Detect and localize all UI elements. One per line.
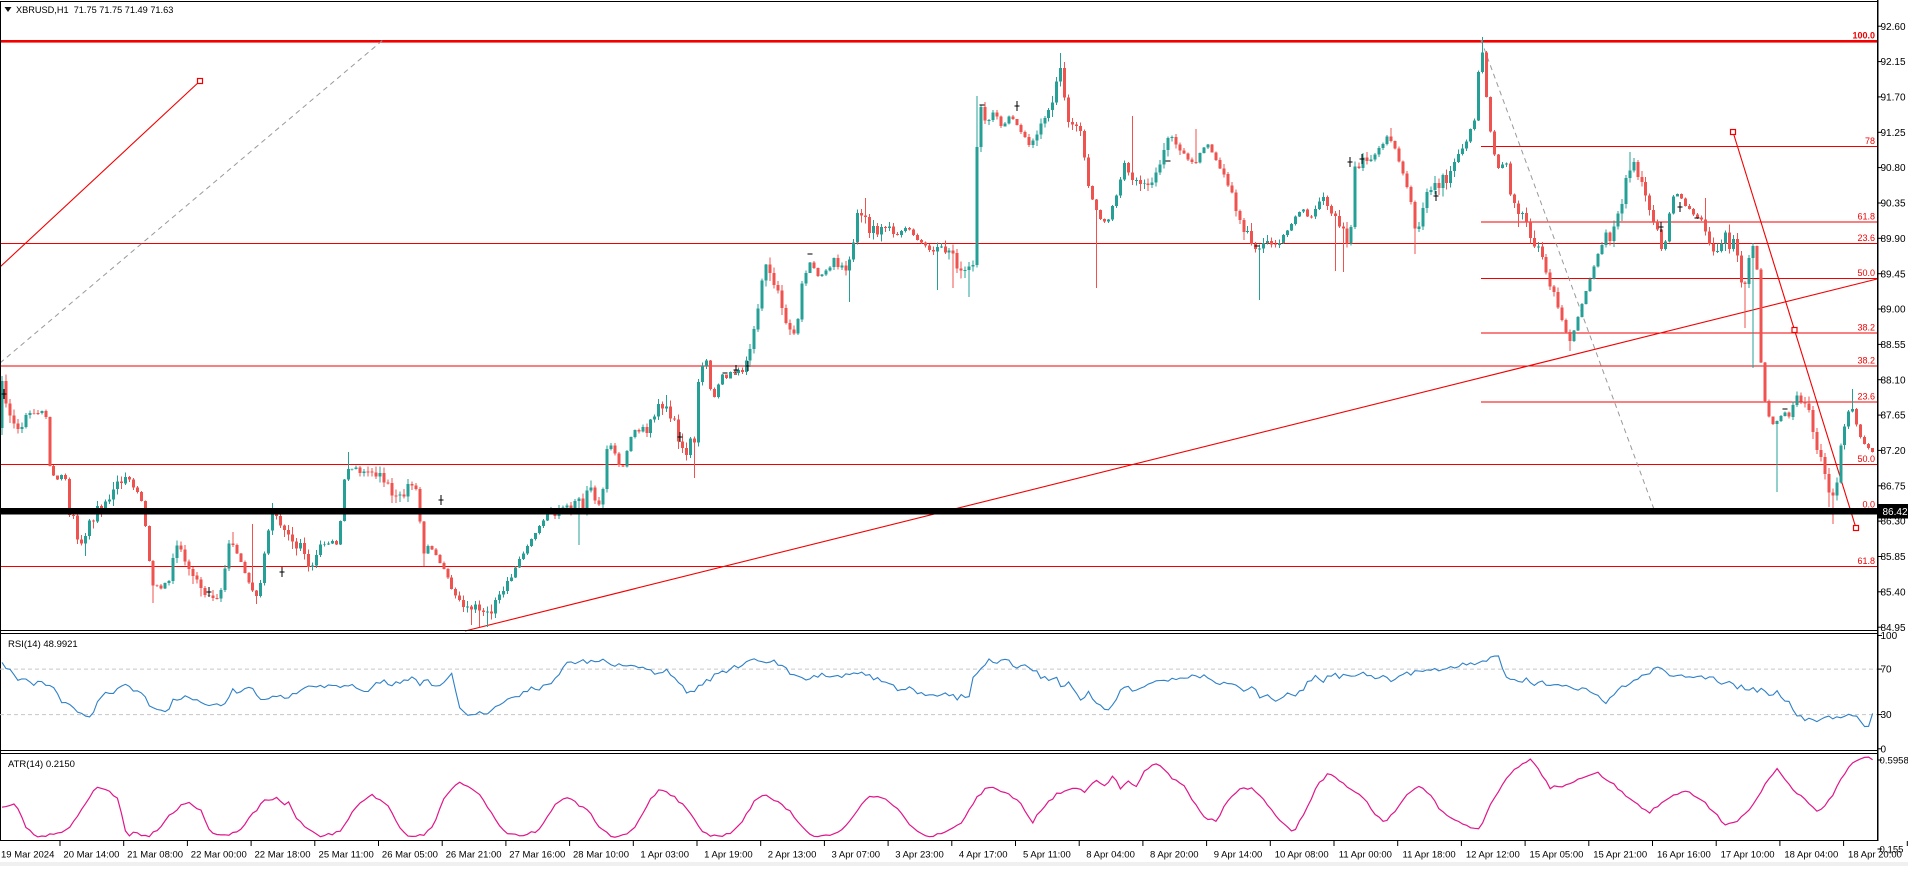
- svg-text:18 Apr 04:00: 18 Apr 04:00: [1784, 850, 1838, 861]
- svg-text:91.70: 91.70: [1881, 93, 1906, 104]
- svg-text:2 Apr 13:00: 2 Apr 13:00: [768, 850, 817, 861]
- svg-text:15 Apr 05:00: 15 Apr 05:00: [1530, 850, 1584, 861]
- svg-text:28 Mar 10:00: 28 Mar 10:00: [573, 850, 629, 861]
- svg-text:12 Apr 12:00: 12 Apr 12:00: [1466, 850, 1520, 861]
- svg-text:16 Apr 16:00: 16 Apr 16:00: [1657, 850, 1711, 861]
- svg-text:88.10: 88.10: [1881, 375, 1906, 386]
- svg-text:89.90: 89.90: [1881, 234, 1906, 245]
- svg-text:8 Apr 20:00: 8 Apr 20:00: [1150, 850, 1199, 861]
- svg-text:26 Mar 21:00: 26 Mar 21:00: [446, 850, 502, 861]
- svg-text:89.00: 89.00: [1881, 305, 1906, 316]
- svg-text:5 Apr 11:00: 5 Apr 11:00: [1023, 850, 1071, 861]
- svg-text:92.60: 92.60: [1881, 22, 1906, 33]
- svg-text:0.0: 0.0: [1862, 500, 1875, 510]
- svg-text:25 Mar 11:00: 25 Mar 11:00: [319, 850, 374, 861]
- svg-text:78: 78: [1865, 136, 1875, 146]
- svg-text:11 Apr 00:00: 11 Apr 00:00: [1339, 850, 1392, 861]
- svg-text:4 Apr 17:00: 4 Apr 17:00: [959, 850, 1008, 861]
- svg-text:26 Mar 05:00: 26 Mar 05:00: [382, 850, 438, 861]
- svg-text:23.6: 23.6: [1857, 392, 1875, 402]
- svg-text:19 Mar 2024: 19 Mar 2024: [1, 850, 54, 861]
- svg-text:0.5958: 0.5958: [1880, 755, 1908, 766]
- svg-text:22 Mar 18:00: 22 Mar 18:00: [255, 850, 311, 861]
- svg-text:100.0: 100.0: [1852, 31, 1875, 41]
- svg-text:10 Apr 08:00: 10 Apr 08:00: [1275, 850, 1329, 861]
- svg-text:21 Mar 08:00: 21 Mar 08:00: [127, 850, 183, 861]
- svg-text:89.45: 89.45: [1881, 269, 1906, 280]
- svg-text:18 Apr 20:00: 18 Apr 20:00: [1848, 850, 1902, 861]
- svg-text:87.65: 87.65: [1881, 411, 1906, 422]
- svg-text:ATR(14) 0.2150: ATR(14) 0.2150: [8, 759, 75, 770]
- svg-text:3 Apr 23:00: 3 Apr 23:00: [895, 850, 944, 861]
- svg-text:3 Apr 07:00: 3 Apr 07:00: [831, 850, 880, 861]
- svg-text:1 Apr 03:00: 1 Apr 03:00: [640, 850, 689, 861]
- svg-text:85.40: 85.40: [1881, 587, 1906, 598]
- svg-text:22 Mar 00:00: 22 Mar 00:00: [191, 850, 247, 861]
- svg-text:88.55: 88.55: [1881, 340, 1906, 351]
- svg-text:50.0: 50.0: [1857, 268, 1875, 278]
- svg-text:86.42: 86.42: [1883, 507, 1908, 518]
- svg-text:15 Apr 21:00: 15 Apr 21:00: [1593, 850, 1647, 861]
- svg-text:38.2: 38.2: [1857, 356, 1875, 366]
- svg-text:20 Mar 14:00: 20 Mar 14:00: [63, 850, 119, 861]
- svg-text:85.85: 85.85: [1881, 552, 1906, 563]
- svg-text:30: 30: [1881, 710, 1893, 721]
- svg-text:9 Apr 14:00: 9 Apr 14:00: [1214, 850, 1263, 861]
- svg-text:23.6: 23.6: [1857, 233, 1875, 243]
- svg-text:100: 100: [1881, 631, 1898, 642]
- svg-text:86.75: 86.75: [1881, 481, 1906, 492]
- svg-text:70: 70: [1881, 665, 1893, 676]
- svg-text:1 Apr 19:00: 1 Apr 19:00: [704, 850, 753, 861]
- svg-text:50.0: 50.0: [1857, 454, 1875, 464]
- svg-text:87.20: 87.20: [1881, 446, 1906, 457]
- svg-text:91.25: 91.25: [1881, 128, 1906, 139]
- svg-text:11 Apr 18:00: 11 Apr 18:00: [1403, 850, 1456, 861]
- svg-text:61.8: 61.8: [1857, 556, 1875, 566]
- svg-text:27 Mar 16:00: 27 Mar 16:00: [509, 850, 565, 861]
- svg-text:8 Apr 04:00: 8 Apr 04:00: [1086, 850, 1135, 861]
- svg-text:90.35: 90.35: [1881, 199, 1906, 210]
- svg-text:0: 0: [1881, 744, 1887, 755]
- svg-text:61.8: 61.8: [1857, 212, 1875, 222]
- svg-text:92.15: 92.15: [1881, 57, 1906, 68]
- svg-text:17 Apr 10:00: 17 Apr 10:00: [1721, 850, 1775, 861]
- svg-text:90.80: 90.80: [1881, 163, 1906, 174]
- svg-text:XBRUSD,H1 71.75 71.75 71.49 7: XBRUSD,H1 71.75 71.75 71.49 71.63: [16, 5, 173, 15]
- svg-text:38.2: 38.2: [1857, 323, 1875, 333]
- svg-text:RSI(14) 48.9921: RSI(14) 48.9921: [8, 639, 78, 650]
